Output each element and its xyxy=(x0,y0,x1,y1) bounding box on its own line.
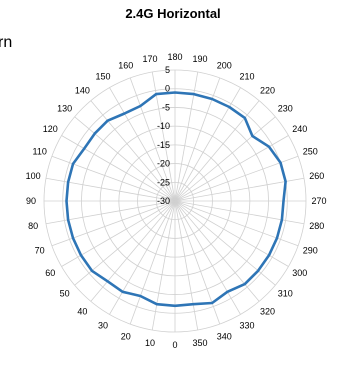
angular-tick-label: 110 xyxy=(33,147,47,157)
grid-spoke xyxy=(90,100,176,202)
angular-tick-label: 20 xyxy=(121,331,131,341)
angular-tick-label: 330 xyxy=(239,321,254,331)
angular-tick-label: 90 xyxy=(26,196,36,206)
angular-tick-label: 40 xyxy=(77,306,87,316)
grid-spoke xyxy=(61,135,176,202)
chart-title: 2.4G Horizontal xyxy=(125,6,221,21)
radial-tick-labels: 5 0 -5 -10 -15 -20 -25 -30 xyxy=(157,65,170,206)
angular-tick-label: 120 xyxy=(43,124,58,134)
angular-tick-label: 80 xyxy=(28,221,38,231)
angular-tick-label: 10 xyxy=(145,338,155,348)
grid-spoke xyxy=(109,200,176,315)
angular-tick-label: 350 xyxy=(192,338,207,348)
angular-tick-label: 170 xyxy=(142,54,157,64)
angular-tick-label: 60 xyxy=(45,268,55,278)
angular-tick-label: 280 xyxy=(309,221,324,231)
angular-tick-label: 230 xyxy=(278,103,293,113)
angular-tick-label: 340 xyxy=(217,331,232,341)
angular-tick-label: 220 xyxy=(260,86,275,96)
grid-spoke xyxy=(174,200,241,315)
cropped-heading-text: rn xyxy=(0,34,13,51)
radial-tick-label: 0 xyxy=(165,84,170,94)
grid-spoke xyxy=(174,116,276,202)
angular-tick-label: 190 xyxy=(192,54,207,64)
grid-spoke xyxy=(174,155,299,202)
polar-grid xyxy=(43,69,307,333)
angular-tick-label: 0 xyxy=(172,340,177,350)
grid-spoke xyxy=(109,87,176,202)
grid-spoke xyxy=(151,200,176,331)
angular-tick-label: 100 xyxy=(26,171,41,181)
grid-spoke xyxy=(174,200,199,331)
angular-tick-label: 160 xyxy=(118,61,133,71)
angular-tick-label: 290 xyxy=(303,245,318,255)
angular-tick-label: 140 xyxy=(75,86,90,96)
grid-spoke xyxy=(74,116,176,202)
angular-tick-label: 180 xyxy=(167,52,182,62)
angular-tick-labels: 0102030405060708090100110120130140150160… xyxy=(26,52,327,350)
series-layer xyxy=(65,91,287,308)
angular-tick-label: 310 xyxy=(278,289,293,299)
angular-tick-label: 300 xyxy=(292,268,307,278)
angular-tick-label: 150 xyxy=(95,71,110,81)
radial-tick-label: -20 xyxy=(157,159,170,169)
angular-tick-label: 130 xyxy=(57,103,72,113)
angular-tick-label: 50 xyxy=(60,289,70,299)
radial-tick-label: -10 xyxy=(157,121,170,131)
angular-tick-label: 210 xyxy=(239,71,254,81)
angular-tick-label: 70 xyxy=(35,245,45,255)
angular-tick-label: 320 xyxy=(260,306,275,316)
angular-tick-label: 30 xyxy=(98,321,108,331)
angular-tick-label: 200 xyxy=(217,61,232,71)
grid-spoke xyxy=(129,77,176,202)
grid-spoke xyxy=(129,200,176,325)
radial-tick-label: -5 xyxy=(162,102,170,112)
radial-tick-label: -15 xyxy=(157,140,170,150)
angular-tick-label: 250 xyxy=(303,147,318,157)
grid-spoke xyxy=(174,177,305,202)
grid-spoke xyxy=(90,200,176,302)
angular-tick-label: 240 xyxy=(292,124,307,134)
angular-tick-label: 270 xyxy=(311,196,326,206)
angular-tick-label: 260 xyxy=(309,171,324,181)
radial-tick-label: -30 xyxy=(157,196,170,206)
radial-tick-label: 5 xyxy=(165,65,170,75)
radial-tick-label: -25 xyxy=(157,177,170,187)
